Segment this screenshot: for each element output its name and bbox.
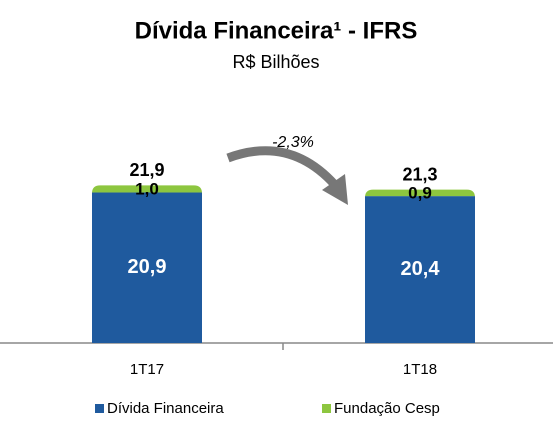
data-label: 0,9 [408, 183, 432, 202]
trend-arrow [226, 146, 339, 189]
legend-swatch [322, 404, 331, 413]
total-label: 21,3 [402, 164, 437, 184]
chart-title: Dívida Financeira¹ - IFRS [135, 17, 418, 44]
legend-label: Fundação Cesp [334, 400, 440, 417]
chart-subtitle: R$ Bilhões [232, 52, 319, 72]
data-label: 1,0 [135, 179, 159, 198]
trend-arrow-head [322, 174, 348, 205]
bar-segment [365, 196, 475, 343]
bar-segment [92, 185, 202, 194]
total-label: 21,9 [129, 160, 164, 180]
bar-segment [365, 189, 475, 198]
x-tick-label: 1T17 [130, 361, 164, 378]
legend-swatch [95, 404, 104, 413]
annotation: -2,3% [272, 134, 314, 151]
data-label: 20,4 [401, 258, 441, 280]
legend-label: Dívida Financeira [107, 400, 224, 417]
bar-segment [92, 192, 202, 343]
data-label: 20,9 [128, 256, 167, 278]
x-tick-label: 1T18 [403, 361, 437, 378]
